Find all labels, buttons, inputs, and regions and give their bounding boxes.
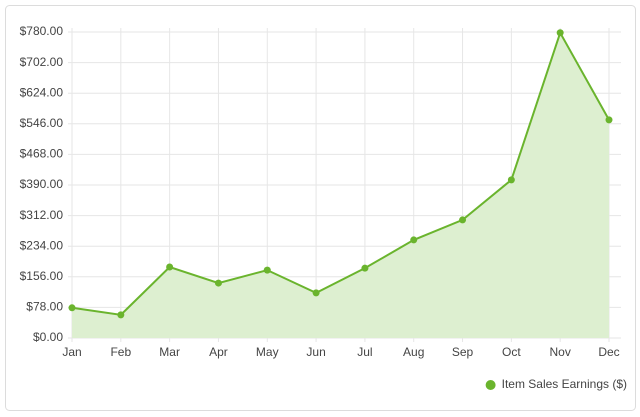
y-tick-label: $234.00 xyxy=(20,238,64,252)
point xyxy=(68,304,76,312)
line xyxy=(71,30,610,316)
area xyxy=(72,32,609,339)
point xyxy=(166,263,174,271)
y-tick-label: $78.00 xyxy=(26,300,63,314)
x-tick-label: Jun xyxy=(306,345,325,359)
point xyxy=(361,264,369,272)
y-tick-label: $468.00 xyxy=(20,147,64,161)
y-tick-label: $780.00 xyxy=(20,24,64,38)
x-tick-label: May xyxy=(256,345,279,359)
x-tick-label: Feb xyxy=(110,345,131,359)
y-tick-label: $546.00 xyxy=(20,116,64,130)
y-tick-label: $702.00 xyxy=(20,55,64,69)
point xyxy=(605,116,613,124)
legend-label: Item Sales Earnings ($) xyxy=(502,377,627,391)
x-tick-label: Sep xyxy=(452,345,474,359)
x-tick-label: Aug xyxy=(403,345,424,359)
x-tick-label: Jan xyxy=(62,345,81,359)
point xyxy=(459,216,467,224)
point xyxy=(214,279,222,287)
point xyxy=(410,236,418,244)
y-tick-label: $390.00 xyxy=(20,177,64,191)
y-tick-label: $312.00 xyxy=(20,208,64,222)
point xyxy=(117,311,125,319)
x-tick-label: Jul xyxy=(357,345,372,359)
point xyxy=(312,289,320,297)
y-tick-label: $624.00 xyxy=(20,85,64,99)
x-tick-label: Oct xyxy=(502,345,521,359)
y-tick-label: $156.00 xyxy=(20,269,64,283)
x-tick-label: Apr xyxy=(209,345,228,359)
x-tick-label: Dec xyxy=(598,345,619,359)
x-tick-label: Nov xyxy=(550,345,571,359)
point xyxy=(263,266,271,274)
y-tick-label: $0.00 xyxy=(33,330,63,344)
x-tick-label: Mar xyxy=(159,345,180,359)
point xyxy=(556,29,564,37)
point xyxy=(507,176,515,184)
legend-marker xyxy=(485,380,496,390)
